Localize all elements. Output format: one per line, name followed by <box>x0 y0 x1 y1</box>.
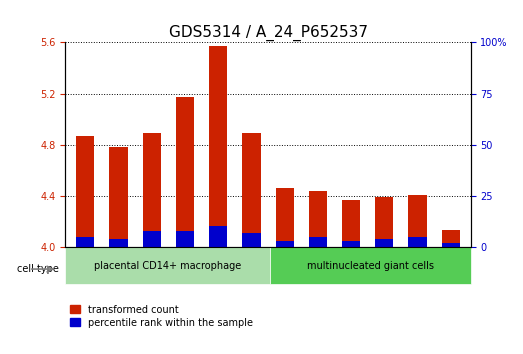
Bar <box>143 133 161 247</box>
Bar <box>176 97 194 247</box>
Bar <box>65 247 270 284</box>
Bar <box>176 230 194 247</box>
Bar <box>209 227 228 247</box>
Bar <box>441 230 460 247</box>
Bar <box>342 241 360 247</box>
Bar <box>109 147 128 247</box>
Text: multinucleated giant cells: multinucleated giant cells <box>306 261 434 271</box>
Bar <box>143 230 161 247</box>
Legend: transformed count, percentile rank within the sample: transformed count, percentile rank withi… <box>70 304 253 327</box>
Bar <box>375 197 393 247</box>
Bar <box>109 239 128 247</box>
Bar <box>276 188 294 247</box>
Title: GDS5314 / A_24_P652537: GDS5314 / A_24_P652537 <box>168 25 368 41</box>
Bar <box>342 200 360 247</box>
Bar <box>309 191 327 247</box>
Bar <box>276 241 294 247</box>
Text: placental CD14+ macrophage: placental CD14+ macrophage <box>94 261 241 271</box>
Bar <box>441 243 460 247</box>
Bar <box>242 133 260 247</box>
Bar <box>76 237 95 247</box>
Bar <box>408 237 427 247</box>
Bar <box>209 46 228 247</box>
Bar <box>408 195 427 247</box>
Bar <box>375 239 393 247</box>
Text: cell type: cell type <box>17 264 59 274</box>
Bar <box>309 237 327 247</box>
Bar <box>242 233 260 247</box>
Bar <box>270 247 471 284</box>
Bar <box>76 136 95 247</box>
